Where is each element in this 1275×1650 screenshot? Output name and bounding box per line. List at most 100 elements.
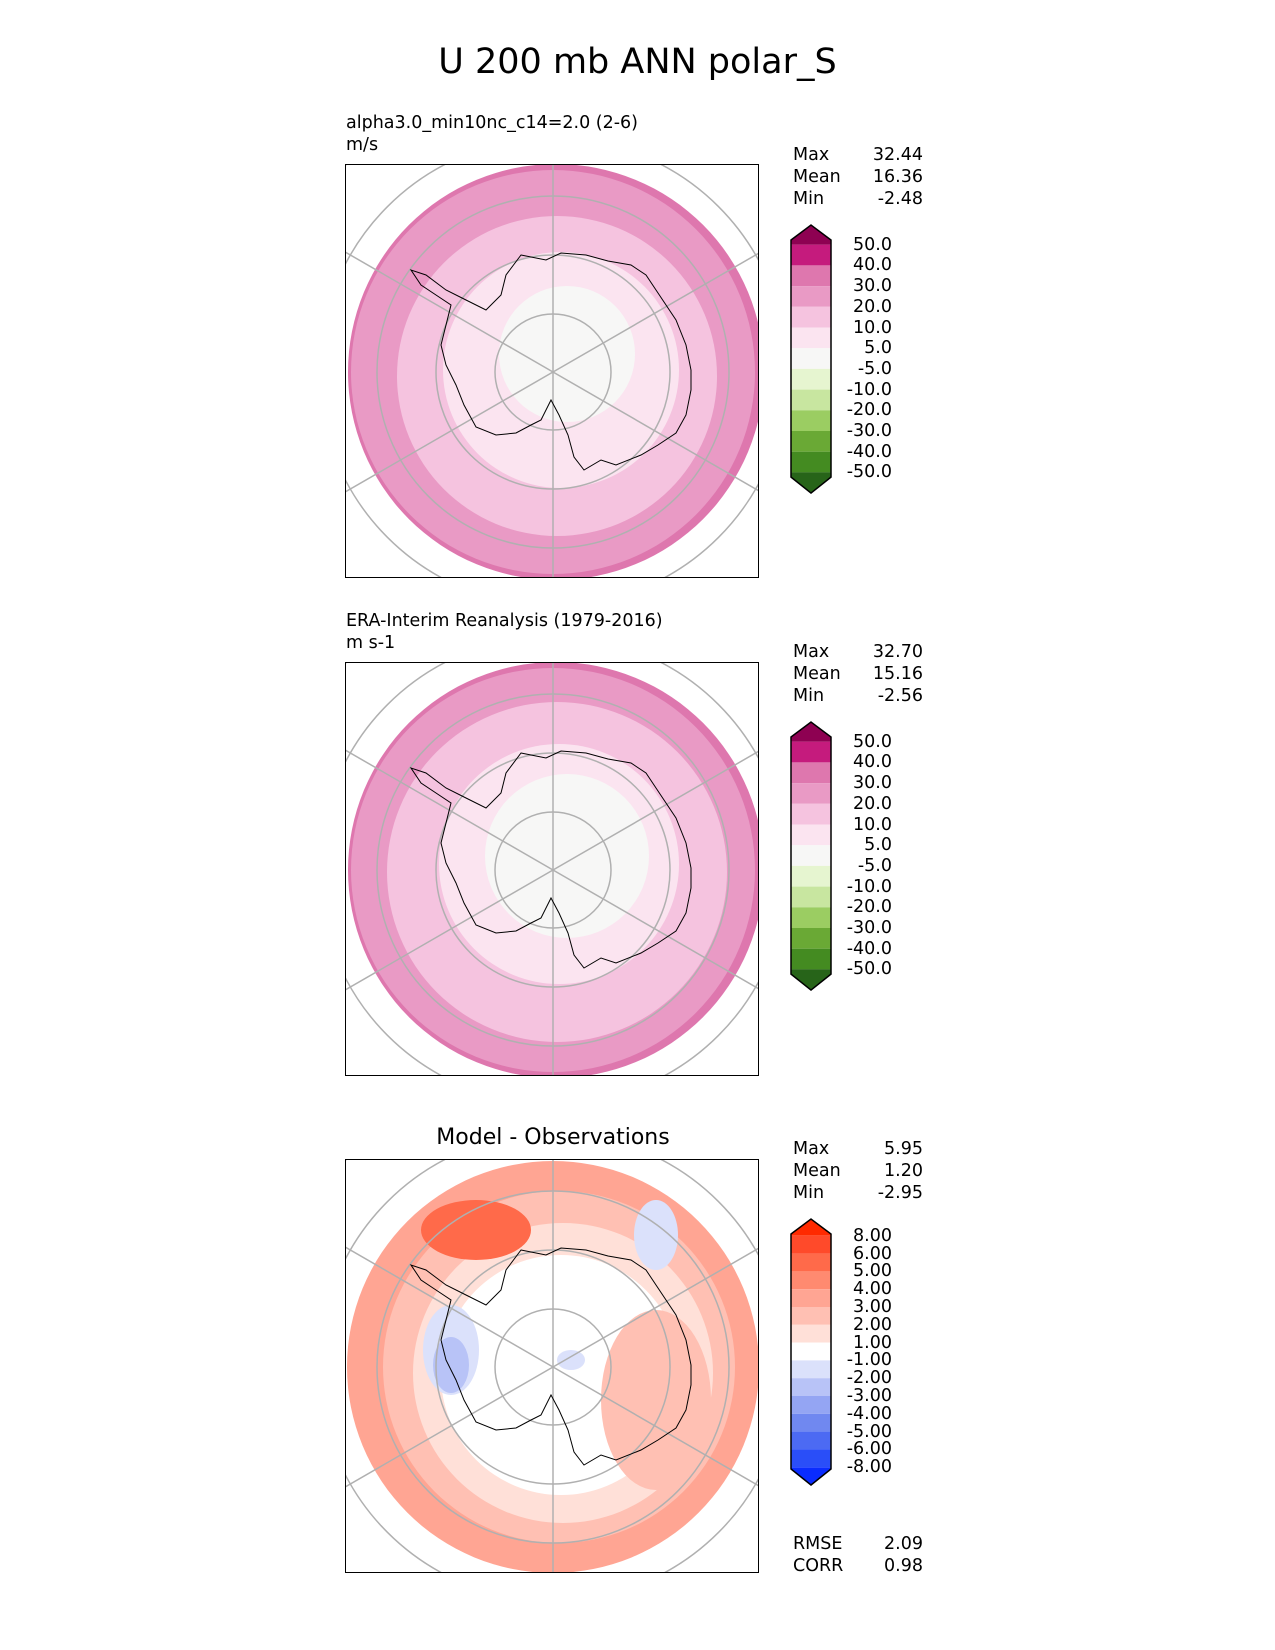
colorbar-tick-label: -40.0: [846, 441, 892, 462]
colorbar-outline: [790, 224, 832, 495]
colorbar-tick-label: -50.0: [846, 462, 892, 483]
colorbar-extend-bottom: [791, 1467, 831, 1485]
colorbar-segment: [791, 348, 831, 369]
panel-1-units: m/s: [346, 135, 379, 155]
longitude-gridline: [346, 371, 554, 493]
rmse-label: RMSE: [793, 1534, 843, 1554]
colorbar-tick-label: 40.0: [853, 255, 892, 276]
panel-1-title-line1: alpha3.0_min10nc_c14=2.0 (2-6): [346, 113, 639, 133]
colorbar-tick-label: -8.00: [846, 1457, 892, 1478]
colorbar-segment: [791, 1396, 831, 1414]
colorbar-segment: [791, 948, 831, 970]
colorbar-segment: [791, 1378, 831, 1396]
colorbar-tick-label: -10.0: [846, 379, 892, 400]
panel-3-title: Model - Observations: [436, 1125, 670, 1150]
colorbar-segment: [791, 327, 831, 349]
max-label: Max: [793, 145, 830, 165]
colorbar-tick-label: -4.00: [846, 1403, 892, 1424]
colorbar-svg: [790, 1218, 832, 1486]
max-value: 5.95: [884, 1139, 923, 1159]
colorbar-extend-top: [791, 225, 831, 245]
colorbar-tick-label: 1.00: [853, 1332, 892, 1353]
min-value: -2.56: [877, 686, 923, 706]
longitude-gridline: [552, 252, 758, 373]
colorbar-tick-label: 30.0: [853, 773, 892, 794]
colorbar-segment: [791, 410, 831, 431]
min-label: Min: [793, 1183, 825, 1203]
panel-2-stats: Max 32.70 Mean 15.16 Min -2.56: [793, 641, 923, 707]
colorbar-tick-label: -5.0: [857, 358, 892, 379]
panel-1-title: alpha3.0_min10nc_c14=2.0 (2-6) m/s: [346, 112, 638, 156]
colorbar-segment: [791, 1324, 831, 1343]
longitude-gridline: [346, 1246, 554, 1368]
colorbar-tick-label: -6.00: [846, 1439, 892, 1460]
colorbar-segment: [791, 783, 831, 804]
panel-1-stats: Max 32.44 Mean 16.36 Min -2.48: [793, 144, 923, 210]
corr-value: 0.98: [884, 1556, 923, 1576]
panel-2-title: ERA-Interim Reanalysis (1979-2016) m s-1: [346, 610, 663, 654]
mean-label: Mean: [793, 167, 841, 187]
colorbar-segment: [791, 928, 831, 949]
panel-3-stats: Max 5.95 Mean 1.20 Min -2.95: [793, 1138, 923, 1204]
colorbar-segment: [791, 1360, 831, 1379]
colorbar-segment: [791, 286, 831, 307]
colorbar-tick-label: 5.0: [864, 835, 892, 856]
anomaly-patch: [557, 1350, 585, 1370]
colorbar-segment: [791, 244, 831, 266]
colorbar-extend-top: [791, 722, 831, 742]
colorbar-tick-label: -40.0: [846, 938, 892, 959]
max-value: 32.70: [872, 642, 923, 662]
longitude-gridline: [346, 251, 554, 373]
panel-3-metrics: RMSE 2.09 CORR 0.98: [793, 1533, 923, 1577]
colorbar-segment: [791, 431, 831, 452]
colorbar-extend-bottom: [791, 969, 831, 991]
longitude-gridline: [346, 1366, 554, 1488]
colorbar-tick-label: -5.0: [857, 855, 892, 876]
longitude-gridline: [346, 869, 554, 991]
colorbar-tick-label: -30.0: [846, 421, 892, 441]
contour-band: [499, 286, 635, 422]
figure-title: U 200 mb ANN polar_S: [438, 42, 837, 82]
colorbar-segment: [791, 1342, 831, 1361]
antarctica-coastline: [409, 1247, 692, 1466]
max-label: Max: [793, 1139, 830, 1159]
antarctica-coastline: [409, 750, 692, 969]
anomaly-patch: [421, 1200, 531, 1260]
colorbar-segment: [791, 1431, 831, 1450]
colorbar-tick-label: 2.00: [853, 1314, 892, 1335]
colorbar-tick-label: 8.00: [853, 1225, 892, 1246]
colorbar-outline: [790, 1218, 832, 1486]
colorbar-segment: [791, 1307, 831, 1325]
colorbar-tick-label: -1.00: [846, 1350, 892, 1371]
min-label: Min: [793, 189, 825, 209]
anomaly-patch: [433, 1337, 469, 1393]
anomaly-patch: [601, 1310, 711, 1490]
colorbar-tick-label: -50.0: [846, 959, 892, 980]
longitude-gridline: [552, 1247, 758, 1368]
colorbar-tick-label: -2.00: [846, 1368, 892, 1389]
colorbar-tick-label: -20.0: [846, 400, 892, 421]
colorbar-tick-label: 6.00: [853, 1243, 892, 1264]
colorbar-segment: [791, 907, 831, 928]
colorbar-tick-label: 50.0: [853, 731, 892, 752]
colorbar-segment: [791, 389, 831, 411]
colorbar-tick-label: -5.00: [846, 1421, 892, 1442]
colorbar-segment: [791, 762, 831, 784]
colorbar-segment: [791, 306, 831, 328]
colorbar-tick-label: -30.0: [846, 918, 892, 938]
min-label: Min: [793, 686, 825, 706]
colorbar-svg: [790, 721, 832, 992]
colorbar-tick-label: 30.0: [853, 276, 892, 297]
longitude-gridline: [552, 1366, 758, 1487]
mean-value: 16.36: [872, 167, 923, 187]
colorbar-tick-label: 20.0: [853, 296, 892, 317]
colorbar-segment: [791, 865, 831, 887]
colorbar-tick-label: 5.00: [853, 1261, 892, 1282]
colorbar-segment: [791, 845, 831, 866]
panel-2-title-line1: ERA-Interim Reanalysis (1979-2016): [346, 611, 663, 631]
colorbar-tick-label: 10.0: [853, 814, 892, 835]
colorbar-tick-label: -10.0: [846, 876, 892, 897]
colorbar-segment: [791, 1289, 831, 1307]
anomaly-patch: [634, 1200, 678, 1270]
longitude-gridline: [552, 869, 758, 990]
